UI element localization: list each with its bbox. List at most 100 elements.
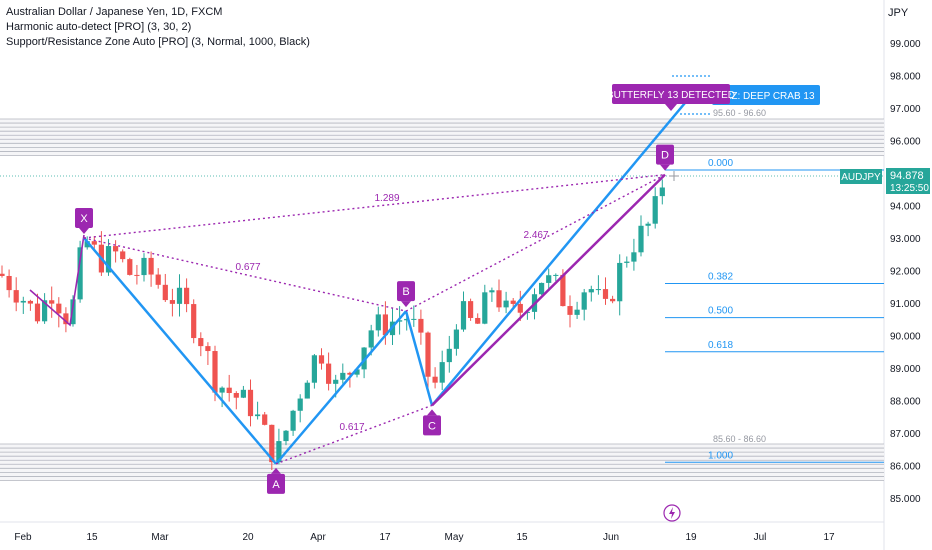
point-marker-label: C bbox=[428, 420, 436, 432]
candle-body bbox=[439, 362, 445, 383]
legend-indicator-zones: Support/Resistance Zone Auto [PRO] (3, N… bbox=[6, 36, 310, 48]
leg-ab-line bbox=[275, 310, 407, 465]
candle-body bbox=[70, 299, 76, 325]
price-tick-label: 91.000 bbox=[890, 299, 921, 310]
candle-body bbox=[602, 289, 609, 299]
time-tick-label: Mar bbox=[151, 532, 169, 543]
pattern-point-x[interactable]: X bbox=[75, 208, 93, 234]
pattern-point-c[interactable]: C bbox=[423, 409, 441, 436]
candle-body bbox=[255, 414, 261, 417]
ratio-bd-line bbox=[405, 174, 666, 312]
candle-body bbox=[148, 257, 154, 275]
candle-body bbox=[27, 300, 33, 304]
candle-body bbox=[546, 275, 552, 283]
fib-level-label: 0.382 bbox=[708, 272, 733, 283]
time-tick-label: Jun bbox=[603, 532, 619, 543]
candle-body bbox=[162, 284, 168, 301]
price-tick-label: 88.000 bbox=[890, 397, 921, 408]
ratio-label: 0.617 bbox=[339, 422, 364, 433]
last-price-badge: 94.878 13:25:50 bbox=[886, 168, 930, 194]
candle-body bbox=[333, 379, 339, 384]
detected-label-text: BUTTERFLY 13 DETECTED bbox=[607, 90, 735, 101]
fib-levels: 0.000 0.382 0.500 0.618 1.000 bbox=[0, 158, 884, 463]
candle-body bbox=[42, 300, 48, 322]
candle-body bbox=[283, 430, 289, 442]
time-tick-label: 20 bbox=[242, 532, 254, 543]
candle-body bbox=[354, 369, 360, 375]
point-marker-box bbox=[397, 281, 415, 302]
point-marker-label: B bbox=[402, 286, 409, 298]
candle-body bbox=[482, 292, 488, 324]
candle-body bbox=[318, 355, 325, 364]
candle-body bbox=[84, 241, 90, 248]
time-tick-label: Feb bbox=[14, 532, 32, 543]
zone-range-label: 95.60 - 96.60 bbox=[713, 108, 766, 118]
pattern-point-a[interactable]: A bbox=[267, 467, 285, 494]
candle-body bbox=[0, 273, 5, 276]
last-price-text: 94.878 bbox=[890, 170, 924, 182]
prior-leg-line bbox=[29, 234, 85, 327]
price-tick-label: 85.000 bbox=[890, 494, 921, 505]
pattern-point-d[interactable]: D bbox=[656, 144, 674, 171]
point-marker-pointer bbox=[401, 301, 411, 308]
candle-body bbox=[219, 387, 225, 393]
candle-body bbox=[262, 414, 268, 425]
harmonic-pattern: 0.677 0.617 2.467 1.289 X A B C D bbox=[29, 96, 691, 494]
leg-bc-line bbox=[404, 310, 434, 406]
ratio-label: 2.467 bbox=[523, 230, 548, 241]
candle-body bbox=[105, 246, 112, 273]
chart-legend: Australian Dollar / Japanese Yen, 1D, FX… bbox=[6, 5, 310, 50]
point-marker-label: A bbox=[272, 479, 280, 491]
candle-body bbox=[539, 282, 545, 295]
candle-body bbox=[624, 261, 630, 263]
support-resistance-zones: 95.60 - 96.60 85.60 - 86.60 bbox=[0, 75, 884, 481]
currency-label: JPY bbox=[888, 7, 909, 19]
candle-body bbox=[489, 290, 495, 293]
time-tick-label: May bbox=[445, 532, 464, 543]
point-marker-pointer bbox=[427, 409, 437, 416]
candle-body bbox=[141, 257, 147, 276]
price-tick-label: 98.000 bbox=[890, 72, 921, 83]
price-tick-label: 93.000 bbox=[890, 234, 921, 245]
candle-body bbox=[56, 303, 62, 314]
candle-body bbox=[276, 441, 282, 463]
candle-body bbox=[155, 274, 161, 285]
time-tick-label: 19 bbox=[685, 532, 697, 543]
price-axis-ticks[interactable]: 99.00098.00097.00096.00095.00094.00093.0… bbox=[890, 39, 921, 505]
price-tick-label: 90.000 bbox=[890, 332, 921, 343]
ratio-xb-line bbox=[83, 237, 407, 312]
prz-label-text: PRZ: DEEP CRAB 13 bbox=[717, 91, 815, 102]
candle-body bbox=[588, 289, 594, 293]
point-marker-pointer bbox=[271, 467, 281, 474]
candle-body bbox=[34, 303, 41, 322]
lightning-icon[interactable] bbox=[663, 504, 681, 522]
candle-body bbox=[468, 301, 474, 318]
pattern-point-b[interactable]: B bbox=[397, 281, 415, 308]
detected-label[interactable]: BUTTERFLY 13 DETECTED bbox=[607, 84, 735, 111]
candle-body bbox=[645, 223, 651, 226]
candle-body bbox=[496, 290, 502, 308]
candle-body bbox=[411, 318, 417, 320]
candle-body bbox=[91, 241, 97, 245]
candle-body bbox=[49, 300, 55, 304]
candle-body bbox=[397, 320, 403, 322]
candle-body bbox=[574, 309, 580, 315]
prz-label[interactable]: PRZ: DEEP CRAB 13 bbox=[712, 85, 820, 105]
candle-body bbox=[560, 274, 566, 307]
candle-body bbox=[340, 372, 346, 380]
time-tick-label: Jul bbox=[754, 532, 767, 543]
candle-body bbox=[6, 275, 12, 291]
candle-body bbox=[176, 287, 183, 304]
candle-body bbox=[134, 274, 140, 276]
symbol-badge: AUDJPY bbox=[840, 169, 882, 184]
price-tick-label: 87.000 bbox=[890, 429, 921, 440]
candle-body bbox=[184, 287, 190, 305]
price-tick-label: 97.000 bbox=[890, 104, 921, 115]
fib-level-label: 1.000 bbox=[708, 450, 733, 461]
candle-body bbox=[553, 274, 559, 276]
candle-body bbox=[304, 382, 310, 399]
time-axis-ticks[interactable]: Feb 15 Mar 20 Apr 17 May 15 Jun 19 Jul 17 bbox=[14, 532, 835, 543]
point-marker-label: X bbox=[80, 213, 88, 225]
candle-body bbox=[169, 300, 175, 304]
